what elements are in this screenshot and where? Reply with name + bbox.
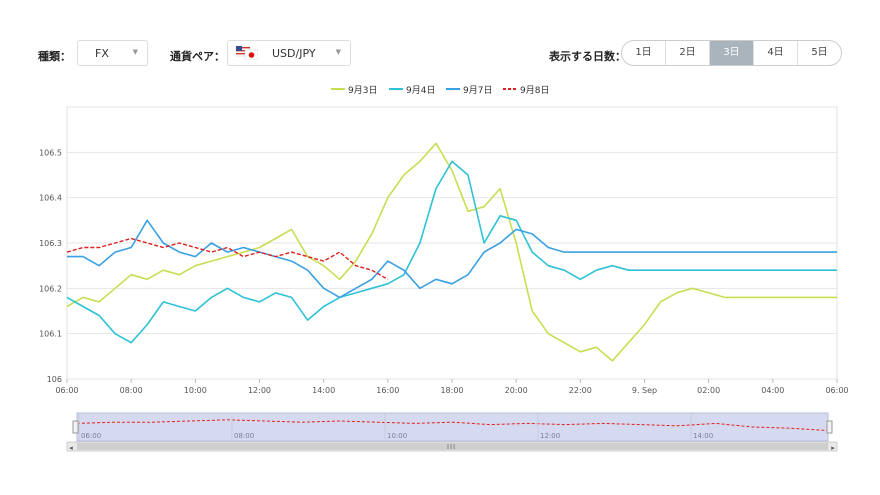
control-bar: 種類： FX ▼ 通貨ペア： USD/JPY ▼ 表示する日数： 1日 2日 3… <box>0 40 880 70</box>
navigator-series-line <box>76 419 829 432</box>
y-tick-label: 106.2 <box>39 284 62 293</box>
type-label: 種類： <box>38 50 71 63</box>
x-tick-label: 20:00 <box>505 386 528 395</box>
series-group <box>66 142 837 362</box>
day-button-2[interactable]: 2日 <box>665 41 709 65</box>
legend: 9月3日 9月4日 9月7日 9月8日 <box>331 85 549 96</box>
x-tick-label: 12:00 <box>248 386 271 395</box>
y-tick-label: 106.3 <box>39 239 62 248</box>
pair-select-value: USD/JPY <box>272 47 316 60</box>
days-label: 表示する日数： <box>549 50 626 63</box>
series-line <box>66 237 389 280</box>
navigator[interactable]: 06:00 08:00 10:00 12:00 14:00 ◂ ▸ <box>66 412 838 452</box>
day-button-3[interactable]: 3日 <box>709 41 753 65</box>
x-tick-label: 10:00 <box>184 386 207 395</box>
pair-label: 通貨ペア： <box>170 50 225 63</box>
type-select-value: FX <box>95 47 109 60</box>
y-tick-label: 106.4 <box>39 194 62 203</box>
navigator-left-handle[interactable] <box>72 420 79 434</box>
scrollbar-thumb[interactable] <box>77 443 828 450</box>
series-line <box>67 219 837 299</box>
day-button-4[interactable]: 4日 <box>753 41 797 65</box>
scroll-left-arrow-icon[interactable]: ◂ <box>69 444 73 452</box>
legend-label[interactable]: 9月7日 <box>463 85 492 96</box>
navigator-window <box>76 412 829 442</box>
legend-label[interactable]: 9月8日 <box>520 85 549 96</box>
legend-label[interactable]: 9月3日 <box>348 85 377 96</box>
y-tick-label: 106 <box>47 375 62 384</box>
pair-select[interactable]: USD/JPY ▼ <box>227 40 351 66</box>
y-axis: 106 106.1 106.2 106.3 106.4 106.5 <box>39 148 62 384</box>
x-tick-label: 06:00 <box>55 386 78 395</box>
x-tick-label: 02:00 <box>697 386 720 395</box>
navigator-right-handle[interactable] <box>826 420 833 434</box>
navigator-tick-label: 06:00 <box>81 432 101 440</box>
y-tick-label: 106.1 <box>39 330 62 339</box>
grid <box>67 151 837 380</box>
navigator-tick-label: 12:00 <box>540 432 560 440</box>
legend-label[interactable]: 9月4日 <box>406 85 435 96</box>
chevron-down-icon: ▼ <box>132 48 138 56</box>
x-tick-label: 08:00 <box>120 386 143 395</box>
x-tick-label: 18:00 <box>440 386 463 395</box>
x-tick-label: 16:00 <box>376 386 399 395</box>
y-tick-label: 106.5 <box>39 148 62 157</box>
x-axis: 06:00 08:00 10:00 12:00 14:00 16:00 18:00 20:00… <box>55 379 849 395</box>
x-tick-label: 22:00 <box>569 386 592 395</box>
navigator-tick-label: 14:00 <box>693 432 713 440</box>
x-tick-label: 04:00 <box>761 386 784 395</box>
x-tick-label: 14:00 <box>312 386 335 395</box>
chevron-down-icon: ▼ <box>335 48 341 56</box>
navigator-tick-label: 08:00 <box>234 432 254 440</box>
navigator-tick-label: 10:00 <box>387 432 407 440</box>
x-tick-label: 06:00 <box>825 386 848 395</box>
day-button-5[interactable]: 5日 <box>797 41 841 65</box>
us-jp-flag-icon <box>236 46 258 60</box>
day-button-1[interactable]: 1日 <box>635 47 652 58</box>
scroll-right-arrow-icon[interactable]: ▸ <box>831 444 835 452</box>
days-toggle: 1日 2日 3日 4日 5日 <box>621 40 842 66</box>
series-line <box>66 142 837 362</box>
type-select[interactable]: FX ▼ <box>77 40 148 66</box>
series-line <box>66 160 837 344</box>
x-tick-label: 9. Sep <box>632 386 657 395</box>
